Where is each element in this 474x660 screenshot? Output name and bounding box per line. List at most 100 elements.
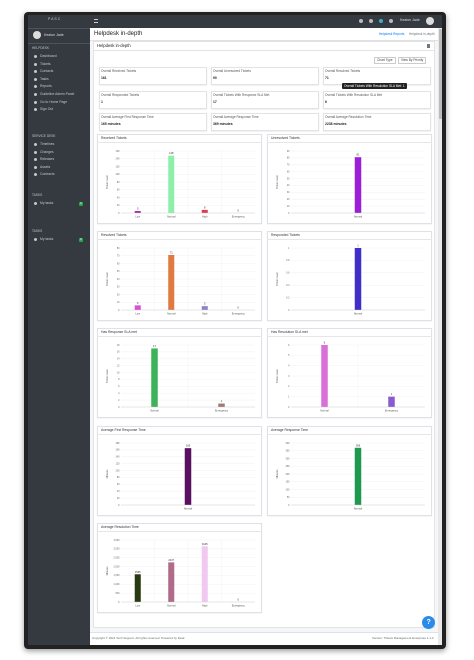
sidebar-item[interactable]: Tickets bbox=[40, 61, 51, 66]
y-tick-label: 50 bbox=[287, 496, 290, 499]
sidebar bbox=[28, 15, 90, 645]
filter-chart-type[interactable]: Chart Type bbox=[374, 57, 396, 65]
menu-toggle[interactable] bbox=[94, 19, 98, 23]
y-tick-label: 0 bbox=[118, 212, 120, 215]
brand: PASC bbox=[48, 17, 62, 21]
filter-view-by[interactable]: View By Priority bbox=[398, 57, 427, 65]
y-tick-label: 5 bbox=[288, 354, 290, 357]
bar bbox=[168, 254, 175, 310]
value-label: 3145 bbox=[202, 542, 208, 546]
y-tick-label: 350 bbox=[286, 450, 291, 453]
value-label: 165 bbox=[186, 444, 191, 448]
help-icon[interactable]: ? bbox=[426, 618, 431, 626]
y-tick-label: 4 bbox=[118, 392, 120, 395]
y-tick-label: 0.2 bbox=[286, 296, 290, 299]
stat-label: Overall Resolved Tickets bbox=[325, 69, 361, 73]
sidebar-item[interactable]: Sign Out bbox=[40, 107, 54, 112]
x-tick-label: Low bbox=[135, 312, 140, 316]
stat-box bbox=[211, 113, 319, 131]
y-tick-label: 80 bbox=[287, 157, 290, 160]
x-tick-label: High bbox=[202, 312, 208, 316]
sidebar-item[interactable]: My tasks bbox=[40, 201, 54, 205]
sidebar-item[interactable]: Timelines bbox=[40, 142, 55, 146]
y-tick-label: 40 bbox=[117, 278, 120, 281]
chart-title: Average First Response Time bbox=[101, 428, 146, 432]
sidebar-item[interactable]: Guideline Admin Panel bbox=[40, 92, 75, 96]
sidebar-item[interactable]: My tasks bbox=[40, 237, 54, 241]
sidebar-user: Keaton Jade bbox=[44, 32, 64, 37]
y-tick-label: 8 bbox=[118, 378, 120, 381]
bar bbox=[168, 155, 175, 213]
topbar-icon[interactable] bbox=[389, 19, 393, 23]
y-tick-label: 100 bbox=[116, 469, 121, 472]
chart-card bbox=[267, 426, 432, 516]
y-tick-label: 400 bbox=[286, 442, 291, 445]
y-tick-label: 12 bbox=[117, 364, 120, 367]
x-tick-label: Normal bbox=[354, 312, 363, 316]
chart-card bbox=[267, 328, 432, 418]
chart-title: Received Tickets bbox=[101, 136, 127, 140]
sidebar-icon bbox=[34, 158, 37, 162]
stat-label: Overall Average Response Time bbox=[213, 115, 259, 119]
chart: 0 0.2 0.4 0.6 0.8 1 Ticket count 1 Normal bbox=[275, 244, 425, 316]
chart-title: Unresolved Tickets bbox=[271, 136, 300, 140]
card-tool[interactable] bbox=[427, 44, 430, 48]
scrollbar bbox=[438, 28, 442, 645]
sidebar-item[interactable]: Assets bbox=[40, 164, 51, 169]
y-tick-label: 500 bbox=[116, 592, 121, 595]
y-tick-label: 80 bbox=[117, 476, 120, 479]
top-bar bbox=[28, 15, 442, 28]
topbar-icon[interactable] bbox=[369, 19, 373, 23]
bar bbox=[354, 248, 362, 310]
value-label: 71 bbox=[170, 250, 173, 254]
user-divider bbox=[28, 43, 90, 44]
y-tick-label: 0 bbox=[288, 406, 290, 409]
sidebar-item[interactable]: Releases bbox=[40, 157, 55, 162]
x-tick-label: Emergency bbox=[232, 312, 246, 316]
value-label: 0 bbox=[238, 209, 240, 213]
sidebar-item[interactable]: Dashboard bbox=[40, 54, 57, 58]
x-tick-label: Emergency bbox=[232, 215, 246, 219]
stat-value: 2238 minutes bbox=[325, 122, 347, 126]
x-tick-label: Normal bbox=[320, 409, 329, 413]
tooltip: Overall Tickets With Resolution SLA Met:… bbox=[342, 83, 407, 90]
sidebar-item[interactable]: Tasks bbox=[40, 76, 49, 81]
sidebar-icon bbox=[34, 143, 37, 146]
sidebar-item[interactable]: Go to Home Page bbox=[40, 99, 68, 104]
footer bbox=[90, 632, 438, 645]
topbar-user[interactable]: Keaton Jade bbox=[400, 18, 420, 22]
help-button[interactable] bbox=[422, 616, 435, 629]
x-tick-label: Low bbox=[135, 215, 140, 219]
y-tick-label: 160 bbox=[116, 150, 121, 153]
topbar-avatar[interactable] bbox=[426, 17, 434, 25]
sidebar-item[interactable]: Reports bbox=[40, 84, 52, 89]
breadcrumb-1[interactable]: Helpdesk Reports bbox=[379, 32, 405, 36]
value-label: 2237 bbox=[168, 558, 174, 562]
x-tick-label: Normal bbox=[167, 604, 176, 608]
chart-card bbox=[97, 328, 262, 418]
sidebar-item[interactable]: Contacts bbox=[40, 69, 54, 74]
chart-title: Average Response Time bbox=[271, 428, 309, 432]
y-axis-label: Ticket count bbox=[275, 175, 279, 189]
x-tick-label: Normal bbox=[167, 215, 176, 219]
y-tick-label: 100 bbox=[116, 173, 121, 176]
topbar-icon[interactable] bbox=[379, 19, 383, 23]
sidebar-section-title: HELPDESK bbox=[32, 46, 50, 50]
chart-card-header bbox=[267, 426, 432, 435]
topbar-icon[interactable] bbox=[359, 19, 363, 23]
bar bbox=[321, 345, 328, 407]
y-tick-label: 120 bbox=[116, 462, 121, 465]
stat-label: Overall Average Resolution Time bbox=[325, 115, 372, 119]
y-tick-label: 40 bbox=[117, 490, 120, 493]
sidebar-item[interactable]: Contracts bbox=[40, 172, 55, 177]
y-tick-label: 0.6 bbox=[286, 272, 290, 275]
sidebar-badge: 0 bbox=[79, 201, 83, 206]
chart-card-header bbox=[97, 426, 262, 435]
chart-title: Responded Tickets bbox=[271, 233, 300, 237]
y-tick-label: 10 bbox=[117, 301, 120, 304]
sidebar-item[interactable]: Changes bbox=[40, 149, 54, 154]
chart: 0 50 100 150 200 250 300 350 400 Minutes 369 Normal bbox=[275, 442, 425, 511]
y-tick-label: 16 bbox=[117, 351, 120, 354]
